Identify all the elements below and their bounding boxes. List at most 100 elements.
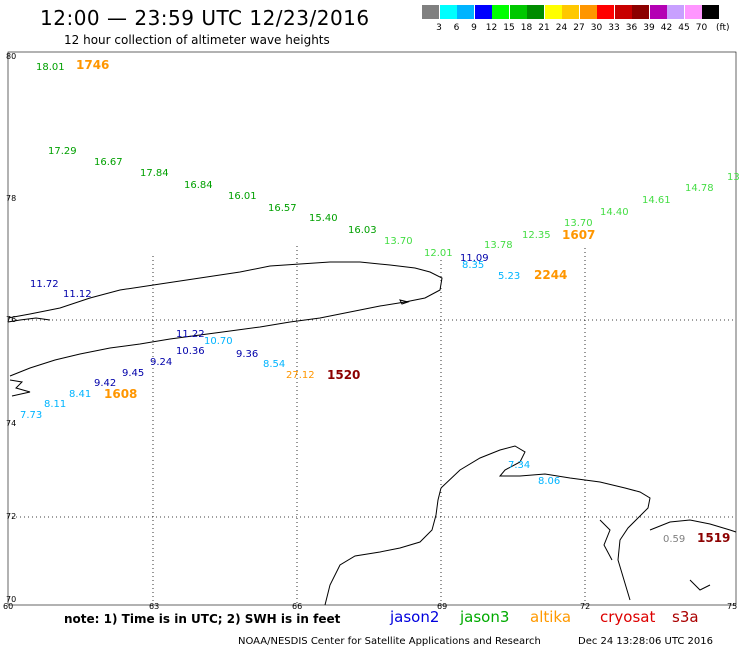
- scale-swatch: [649, 5, 667, 19]
- obs-label: 16.84: [184, 180, 213, 191]
- obs-label: 18.01: [36, 62, 65, 73]
- scale-swatch: [562, 5, 579, 19]
- scale-label: 9: [471, 23, 477, 33]
- track-time: 1746: [76, 58, 109, 72]
- mission-s3a: s3a: [672, 608, 699, 626]
- scale-swatch: [457, 5, 474, 19]
- obs-label: 13.78: [484, 240, 513, 251]
- obs-label: 10.36: [176, 346, 205, 357]
- lat-label: 80: [6, 52, 16, 61]
- obs-label: 8.54: [263, 359, 285, 370]
- lat-label: 70: [6, 595, 16, 604]
- obs-label: 17.29: [48, 146, 77, 157]
- scale-swatch: [684, 5, 702, 19]
- scale-label: 36: [625, 23, 638, 33]
- generated-timestamp: Dec 24 13:28:06 UTC 2016: [578, 636, 713, 647]
- scale-label: 3: [436, 23, 442, 33]
- obs-label: 16.03: [348, 225, 377, 236]
- obs-label: 7.73: [20, 410, 42, 421]
- obs-label: 9.24: [150, 357, 172, 368]
- lon-label: 63: [149, 602, 159, 611]
- scale-label: 45: [678, 23, 690, 33]
- track-time: 1608: [104, 387, 137, 401]
- obs-label: 14.78: [685, 183, 714, 194]
- obs-label: 15.40: [309, 213, 338, 224]
- lon-label: 66: [292, 602, 302, 611]
- mission-altika: altika: [530, 608, 572, 626]
- obs-label: 16.67: [94, 157, 123, 168]
- lat-label: 74: [6, 419, 16, 428]
- lat-label: 78: [6, 194, 16, 203]
- observations: 18.01 17.29 16.67 17.84 16.84 16.01 16.5…: [20, 58, 740, 545]
- lat-label: 72: [6, 512, 16, 521]
- obs-label: 11.72: [30, 279, 59, 290]
- obs-label: 8.11: [44, 399, 66, 410]
- obs-label: 7.34: [508, 460, 530, 471]
- scale-label: 18: [520, 23, 533, 33]
- coastline: [7, 261, 443, 397]
- obs-label: 14.61: [642, 195, 671, 206]
- scale-swatch: [667, 5, 684, 19]
- obs-label: 27.12: [286, 370, 315, 381]
- obs-label: 13.70: [384, 236, 413, 247]
- scale-label: 70: [695, 23, 708, 33]
- lon-label: 72: [580, 602, 590, 611]
- mainland-coastline: [324, 445, 737, 606]
- mission-cryosat: cryosat: [600, 608, 656, 626]
- obs-label: 9.42: [94, 378, 116, 389]
- scale-unit-label: (ft): [716, 23, 730, 33]
- obs-label: 10.70: [204, 336, 233, 347]
- obs-label: 13.70: [564, 218, 593, 229]
- scale-swatch: [632, 5, 649, 19]
- lon-label: 75: [727, 602, 737, 611]
- mission-jason3: jason3: [460, 608, 510, 626]
- mission-jason2: jason2: [390, 608, 440, 626]
- latitude-labels: 80 78 76 74 72 70: [6, 52, 16, 604]
- scale-swatch: [509, 5, 527, 19]
- scale-swatch: [544, 5, 562, 19]
- scale-label: 24: [555, 23, 568, 33]
- scale-label: 39: [643, 23, 655, 33]
- scale-swatch: [614, 5, 632, 19]
- obs-label: 13: [727, 172, 740, 183]
- scale-label: 42: [660, 23, 673, 33]
- obs-label: 16.01: [228, 191, 257, 202]
- obs-label: 0.59: [663, 534, 685, 545]
- map-frame: [7, 51, 737, 606]
- longitude-labels: 60 63 66 69 72 75: [3, 602, 737, 611]
- scale-swatch: [527, 5, 544, 19]
- obs-label: 8.35: [462, 260, 484, 271]
- obs-label: 11.12: [63, 289, 92, 300]
- obs-label: 11.09: [460, 253, 489, 264]
- scale-label: 21: [538, 23, 550, 33]
- lat-label: 76: [6, 315, 16, 324]
- track-time: 1607: [562, 228, 595, 242]
- obs-label: 12.01: [424, 248, 453, 259]
- scale-label: 33: [608, 23, 620, 33]
- lon-label: 69: [437, 602, 447, 611]
- track-time: 1519: [697, 531, 730, 545]
- scale-swatch: [702, 5, 719, 19]
- chart-subtitle: 12 hour collection of altimeter wave hei…: [64, 33, 330, 47]
- obs-label: 9.45: [122, 368, 144, 379]
- scale-swatch: [474, 5, 492, 19]
- scale-label: 27: [573, 23, 585, 33]
- obs-label: 17.84: [140, 168, 169, 179]
- scale-label: 12: [485, 23, 498, 33]
- obs-label: 8.41: [69, 389, 91, 400]
- obs-label: 12.35: [522, 230, 551, 241]
- obs-label: 16.57: [268, 203, 297, 214]
- track-time: 2244: [534, 268, 567, 282]
- obs-label: 8.06: [538, 476, 560, 487]
- scale-swatch: [439, 5, 457, 19]
- scale-swatch: [422, 5, 439, 19]
- scale-swatch: [492, 5, 509, 19]
- scale-label: 30: [590, 23, 603, 33]
- track-time: 1520: [327, 368, 360, 382]
- credit-line: NOAA/NESDIS Center for Satellite Applica…: [238, 636, 541, 647]
- chart-title: 12:00 — 23:59 UTC 12/23/2016: [40, 6, 370, 30]
- scale-label: 6: [453, 23, 460, 33]
- footer-note: note: 1) Time is in UTC; 2) SWH is in fe…: [64, 612, 341, 626]
- lon-label: 60: [3, 602, 13, 611]
